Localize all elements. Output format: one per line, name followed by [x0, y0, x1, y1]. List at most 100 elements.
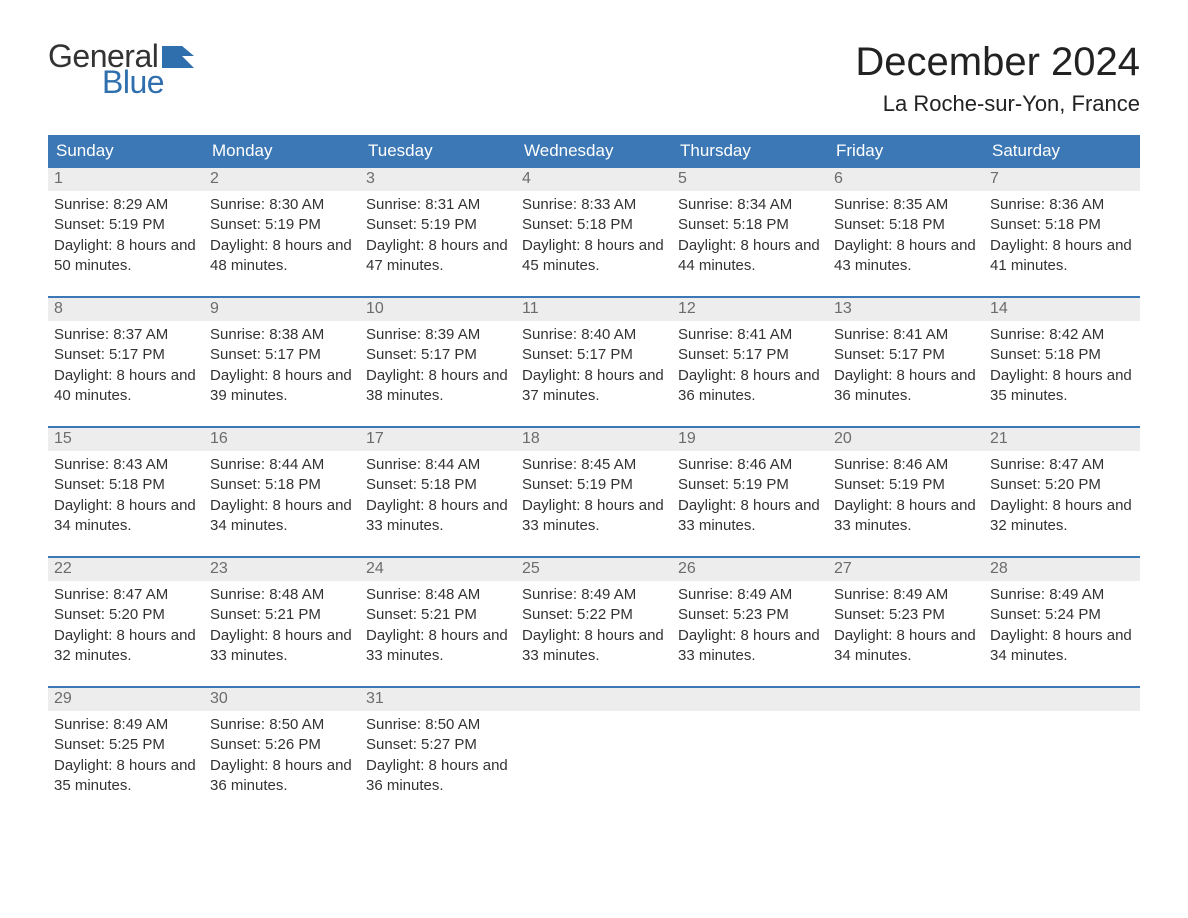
- day-body: Sunrise: 8:44 AMSunset: 5:18 PMDaylight:…: [204, 451, 360, 538]
- day-number: 7: [984, 168, 1140, 191]
- daylight-line: Daylight: 8 hours and 33 minutes.: [834, 496, 978, 537]
- sunrise-line: Sunrise: 8:49 AM: [54, 715, 198, 735]
- sunrise-line: Sunrise: 8:49 AM: [678, 585, 822, 605]
- day-number: 15: [48, 428, 204, 451]
- sunset-line: Sunset: 5:25 PM: [54, 735, 198, 755]
- day-body: Sunrise: 8:29 AMSunset: 5:19 PMDaylight:…: [48, 191, 204, 278]
- day-number: 19: [672, 428, 828, 451]
- day-body: Sunrise: 8:49 AMSunset: 5:23 PMDaylight:…: [672, 581, 828, 668]
- sunrise-line: Sunrise: 8:29 AM: [54, 195, 198, 215]
- logo-word-2: Blue: [102, 66, 194, 98]
- day-body: Sunrise: 8:44 AMSunset: 5:18 PMDaylight:…: [360, 451, 516, 538]
- calendar-cell: 30Sunrise: 8:50 AMSunset: 5:26 PMDayligh…: [204, 688, 360, 798]
- calendar-cell: [984, 688, 1140, 798]
- sunrise-line: Sunrise: 8:50 AM: [210, 715, 354, 735]
- day-number: 30: [204, 688, 360, 711]
- calendar-cell: 31Sunrise: 8:50 AMSunset: 5:27 PMDayligh…: [360, 688, 516, 798]
- day-number: 23: [204, 558, 360, 581]
- daylight-line: Daylight: 8 hours and 47 minutes.: [366, 236, 510, 277]
- calendar-cell: 19Sunrise: 8:46 AMSunset: 5:19 PMDayligh…: [672, 428, 828, 538]
- sunrise-line: Sunrise: 8:33 AM: [522, 195, 666, 215]
- sunset-line: Sunset: 5:18 PM: [834, 215, 978, 235]
- daylight-line: Daylight: 8 hours and 36 minutes.: [210, 756, 354, 797]
- calendar-cell: 8Sunrise: 8:37 AMSunset: 5:17 PMDaylight…: [48, 298, 204, 408]
- sunrise-line: Sunrise: 8:49 AM: [834, 585, 978, 605]
- daylight-line: Daylight: 8 hours and 38 minutes.: [366, 366, 510, 407]
- day-body: Sunrise: 8:49 AMSunset: 5:24 PMDaylight:…: [984, 581, 1140, 668]
- day-body: Sunrise: 8:31 AMSunset: 5:19 PMDaylight:…: [360, 191, 516, 278]
- calendar-cell: 29Sunrise: 8:49 AMSunset: 5:25 PMDayligh…: [48, 688, 204, 798]
- sunset-line: Sunset: 5:19 PM: [522, 475, 666, 495]
- sunset-line: Sunset: 5:19 PM: [834, 475, 978, 495]
- sunrise-line: Sunrise: 8:48 AM: [210, 585, 354, 605]
- day-number: 10: [360, 298, 516, 321]
- sunrise-line: Sunrise: 8:30 AM: [210, 195, 354, 215]
- sunset-line: Sunset: 5:19 PM: [54, 215, 198, 235]
- sunset-line: Sunset: 5:23 PM: [834, 605, 978, 625]
- sunrise-line: Sunrise: 8:38 AM: [210, 325, 354, 345]
- day-body: Sunrise: 8:49 AMSunset: 5:25 PMDaylight:…: [48, 711, 204, 798]
- calendar-cell: 9Sunrise: 8:38 AMSunset: 5:17 PMDaylight…: [204, 298, 360, 408]
- calendar-cell: 4Sunrise: 8:33 AMSunset: 5:18 PMDaylight…: [516, 168, 672, 278]
- week-row: 22Sunrise: 8:47 AMSunset: 5:20 PMDayligh…: [48, 556, 1140, 668]
- day-body: Sunrise: 8:36 AMSunset: 5:18 PMDaylight:…: [984, 191, 1140, 278]
- sunrise-line: Sunrise: 8:44 AM: [366, 455, 510, 475]
- day-body: Sunrise: 8:49 AMSunset: 5:23 PMDaylight:…: [828, 581, 984, 668]
- day-number: 27: [828, 558, 984, 581]
- daylight-line: Daylight: 8 hours and 33 minutes.: [366, 626, 510, 667]
- calendar-cell: 10Sunrise: 8:39 AMSunset: 5:17 PMDayligh…: [360, 298, 516, 408]
- day-number: 26: [672, 558, 828, 581]
- daylight-line: Daylight: 8 hours and 50 minutes.: [54, 236, 198, 277]
- weekday-header: Thursday: [672, 135, 828, 168]
- day-body: Sunrise: 8:42 AMSunset: 5:18 PMDaylight:…: [984, 321, 1140, 408]
- sunrise-line: Sunrise: 8:44 AM: [210, 455, 354, 475]
- daylight-line: Daylight: 8 hours and 36 minutes.: [834, 366, 978, 407]
- weekday-header: Wednesday: [516, 135, 672, 168]
- calendar-cell: 23Sunrise: 8:48 AMSunset: 5:21 PMDayligh…: [204, 558, 360, 668]
- calendar-cell: 14Sunrise: 8:42 AMSunset: 5:18 PMDayligh…: [984, 298, 1140, 408]
- daylight-line: Daylight: 8 hours and 35 minutes.: [990, 366, 1134, 407]
- daylight-line: Daylight: 8 hours and 36 minutes.: [366, 756, 510, 797]
- sunrise-line: Sunrise: 8:47 AM: [990, 455, 1134, 475]
- day-number: 29: [48, 688, 204, 711]
- day-body: Sunrise: 8:37 AMSunset: 5:17 PMDaylight:…: [48, 321, 204, 408]
- calendar-cell: 1Sunrise: 8:29 AMSunset: 5:19 PMDaylight…: [48, 168, 204, 278]
- calendar-cell: 7Sunrise: 8:36 AMSunset: 5:18 PMDaylight…: [984, 168, 1140, 278]
- daylight-line: Daylight: 8 hours and 41 minutes.: [990, 236, 1134, 277]
- daylight-line: Daylight: 8 hours and 35 minutes.: [54, 756, 198, 797]
- day-number: 25: [516, 558, 672, 581]
- daylight-line: Daylight: 8 hours and 33 minutes.: [678, 626, 822, 667]
- day-body: Sunrise: 8:47 AMSunset: 5:20 PMDaylight:…: [984, 451, 1140, 538]
- day-body: Sunrise: 8:35 AMSunset: 5:18 PMDaylight:…: [828, 191, 984, 278]
- daylight-line: Daylight: 8 hours and 34 minutes.: [990, 626, 1134, 667]
- weekday-header: Sunday: [48, 135, 204, 168]
- logo: General Blue: [48, 40, 194, 98]
- weekday-header-row: SundayMondayTuesdayWednesdayThursdayFrid…: [48, 135, 1140, 168]
- calendar-cell: 18Sunrise: 8:45 AMSunset: 5:19 PMDayligh…: [516, 428, 672, 538]
- day-body: Sunrise: 8:43 AMSunset: 5:18 PMDaylight:…: [48, 451, 204, 538]
- day-number: 2: [204, 168, 360, 191]
- sunset-line: Sunset: 5:21 PM: [210, 605, 354, 625]
- day-body: Sunrise: 8:41 AMSunset: 5:17 PMDaylight:…: [828, 321, 984, 408]
- sunrise-line: Sunrise: 8:46 AM: [678, 455, 822, 475]
- sunset-line: Sunset: 5:27 PM: [366, 735, 510, 755]
- day-body: Sunrise: 8:41 AMSunset: 5:17 PMDaylight:…: [672, 321, 828, 408]
- sunset-line: Sunset: 5:17 PM: [522, 345, 666, 365]
- month-title: December 2024: [855, 40, 1140, 85]
- sunrise-line: Sunrise: 8:41 AM: [678, 325, 822, 345]
- day-number: 17: [360, 428, 516, 451]
- daylight-line: Daylight: 8 hours and 36 minutes.: [678, 366, 822, 407]
- location: La Roche-sur-Yon, France: [855, 91, 1140, 117]
- sunset-line: Sunset: 5:17 PM: [366, 345, 510, 365]
- calendar-cell: 26Sunrise: 8:49 AMSunset: 5:23 PMDayligh…: [672, 558, 828, 668]
- daylight-line: Daylight: 8 hours and 37 minutes.: [522, 366, 666, 407]
- sunset-line: Sunset: 5:20 PM: [990, 475, 1134, 495]
- daylight-line: Daylight: 8 hours and 34 minutes.: [210, 496, 354, 537]
- day-body: Sunrise: 8:33 AMSunset: 5:18 PMDaylight:…: [516, 191, 672, 278]
- daylight-line: Daylight: 8 hours and 48 minutes.: [210, 236, 354, 277]
- daylight-line: Daylight: 8 hours and 44 minutes.: [678, 236, 822, 277]
- sunrise-line: Sunrise: 8:49 AM: [522, 585, 666, 605]
- sunset-line: Sunset: 5:19 PM: [366, 215, 510, 235]
- daylight-line: Daylight: 8 hours and 34 minutes.: [54, 496, 198, 537]
- day-number: 21: [984, 428, 1140, 451]
